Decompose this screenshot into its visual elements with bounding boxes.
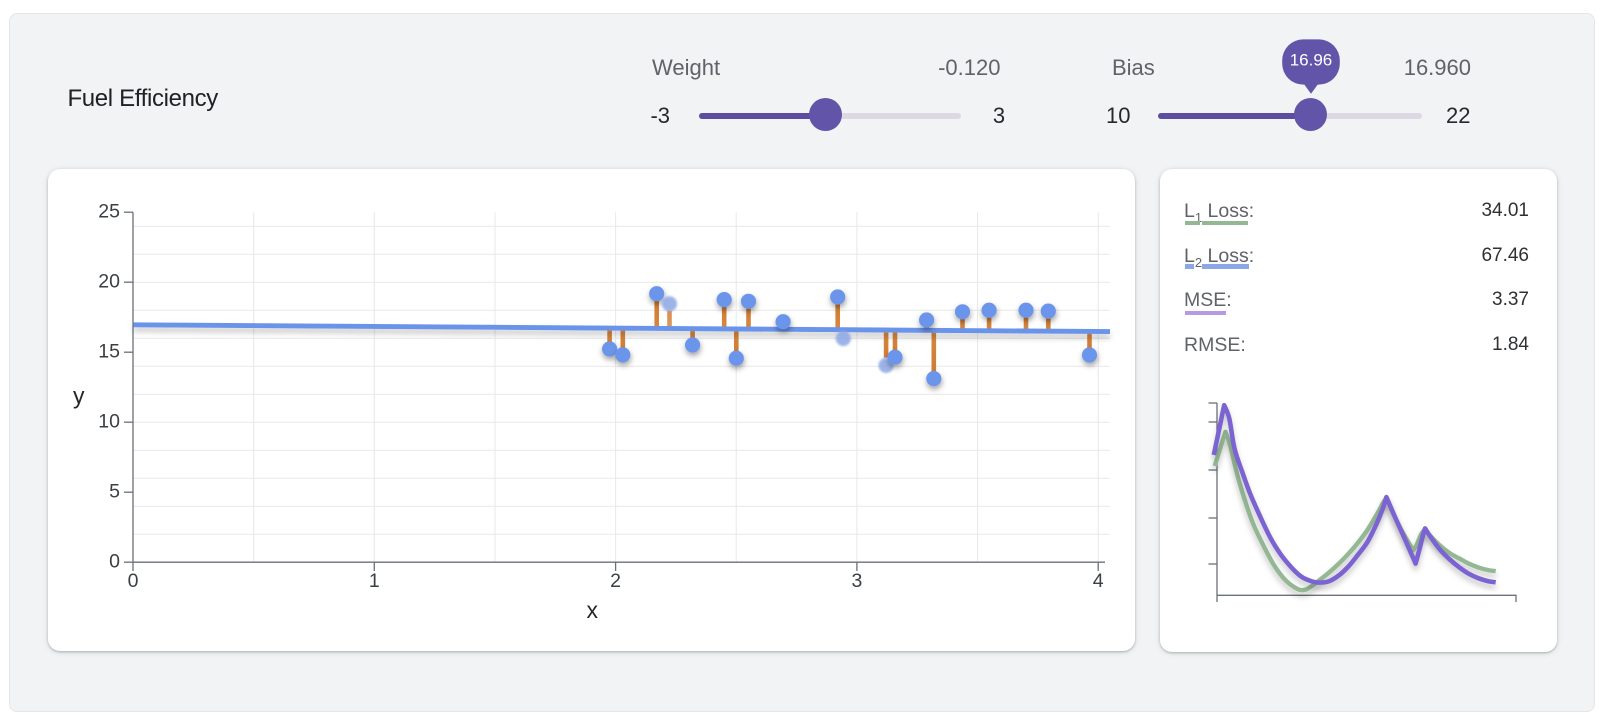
svg-text:0: 0 [128,570,139,592]
svg-text:16.96: 16.96 [1290,51,1333,70]
svg-text:1: 1 [369,570,380,592]
svg-text:25: 25 [98,201,120,223]
svg-text:3: 3 [851,570,862,592]
svg-text:4: 4 [1093,570,1104,592]
svg-text:y: y [73,383,85,409]
svg-text:20: 20 [98,271,120,293]
svg-text:5: 5 [109,481,120,503]
svg-text:15: 15 [98,341,120,363]
svg-text:10: 10 [98,411,120,433]
svg-text:x: x [587,597,599,623]
svg-text:0: 0 [109,551,120,573]
svg-text:2: 2 [610,570,621,592]
